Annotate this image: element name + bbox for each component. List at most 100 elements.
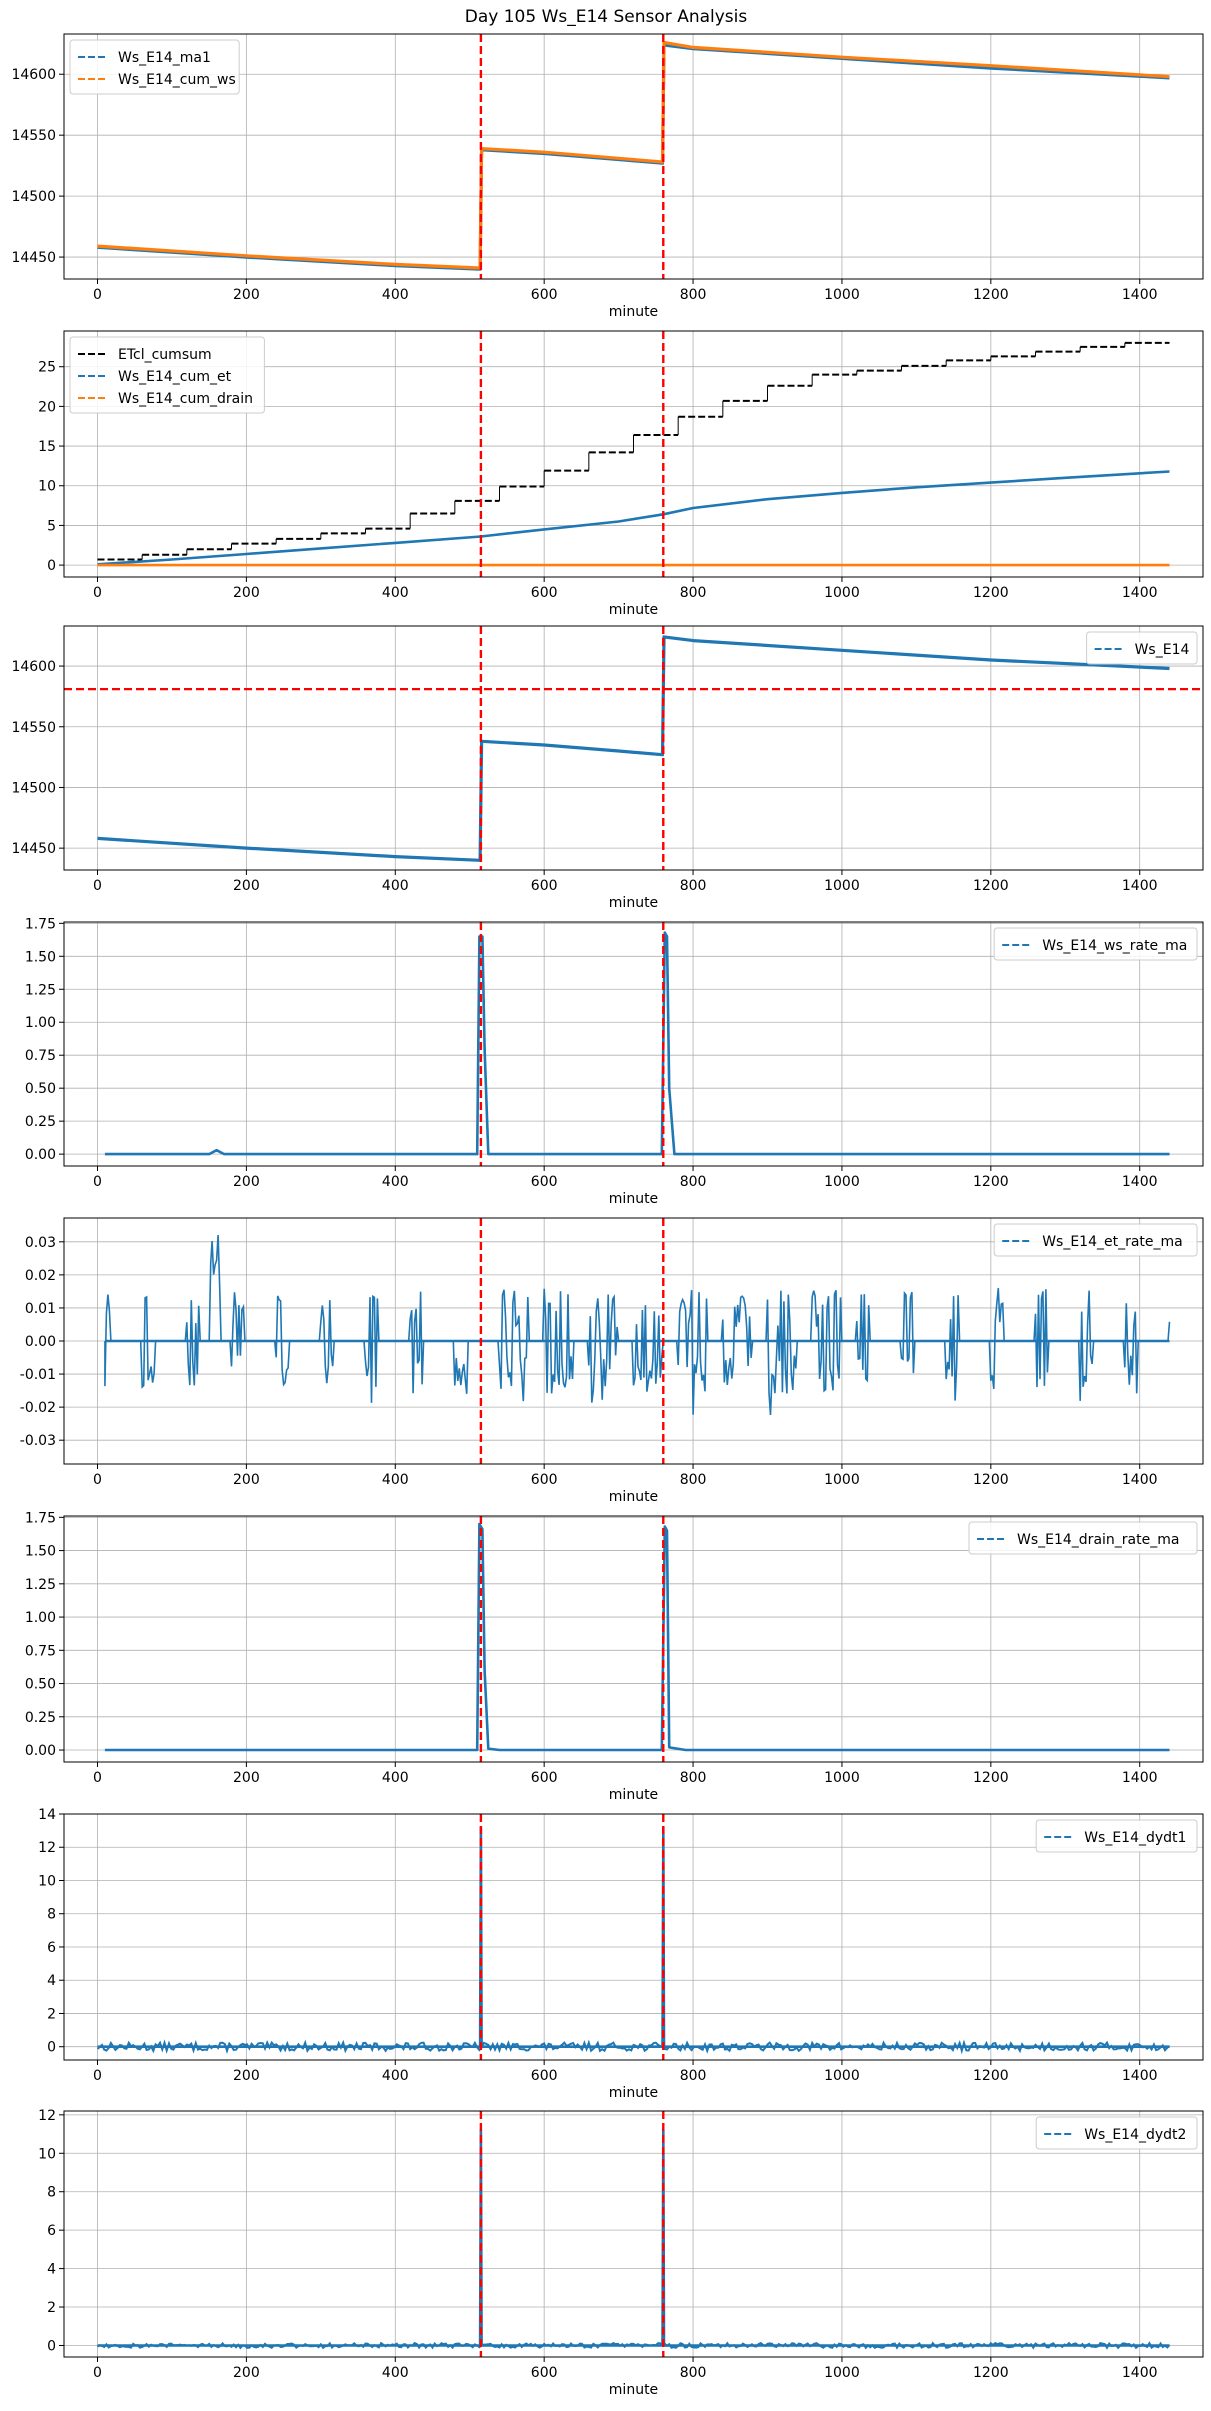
x-tick-label: 0 bbox=[93, 287, 102, 303]
y-tick-label: 0.02 bbox=[25, 1268, 56, 1284]
x-tick-label: 400 bbox=[382, 585, 409, 601]
plot-area bbox=[97, 331, 1170, 577]
x-tick-label: 1200 bbox=[973, 878, 1009, 894]
x-tick-label: 1400 bbox=[1122, 287, 1158, 303]
x-tick-label: 1200 bbox=[973, 2365, 1009, 2381]
x-tick-label: 0 bbox=[93, 878, 102, 894]
legend-box bbox=[993, 1223, 1198, 1257]
x-axis-label: minute bbox=[609, 602, 658, 618]
plot-area bbox=[104, 922, 1170, 1166]
x-tick-label: 1400 bbox=[1122, 2365, 1158, 2381]
x-tick-label: 1000 bbox=[824, 1770, 860, 1786]
legend-label: Ws_E14 bbox=[1135, 642, 1190, 658]
y-tick-label: 14550 bbox=[11, 128, 56, 144]
x-tick-label: 0 bbox=[93, 1174, 102, 1190]
axes-frame bbox=[63, 625, 1204, 871]
y-tick-label: 2 bbox=[47, 2300, 56, 2316]
y-tick-label: 8 bbox=[47, 1907, 56, 1923]
subplot-8: 0 200 400 600 800 1000 1200 1400 0 2 4 6 8 10 12 minute… bbox=[38, 2108, 1204, 2398]
x-axis-label: minute bbox=[609, 1191, 658, 1207]
x-tick-label: 1000 bbox=[824, 2068, 860, 2084]
axes-frame bbox=[63, 330, 1204, 578]
x-axis-label: minute bbox=[609, 2382, 658, 2398]
legend-box bbox=[993, 927, 1198, 961]
plot-area bbox=[104, 1218, 1171, 1464]
x-tick-label: 600 bbox=[531, 287, 558, 303]
y-tick-label: 0.50 bbox=[25, 1677, 56, 1693]
y-tick-label: 1.25 bbox=[25, 982, 56, 998]
y-tick-label: 4 bbox=[47, 1973, 56, 1989]
x-tick-label: 1400 bbox=[1122, 1472, 1158, 1488]
x-tick-label: 1400 bbox=[1122, 585, 1158, 601]
y-tick-label: -0.03 bbox=[20, 1433, 56, 1449]
y-tick-label: 8 bbox=[47, 2185, 56, 2201]
series-Ws_E14_et_rate_ma bbox=[104, 1234, 1171, 1416]
x-tick-label: 0 bbox=[93, 1770, 102, 1786]
series-trace bbox=[96, 2039, 1171, 2055]
y-tick-label: 0.75 bbox=[25, 1048, 56, 1064]
series-Ws_E14_cum_et bbox=[97, 470, 1170, 566]
x-tick-label: 1000 bbox=[824, 2365, 860, 2381]
y-tick-label: 6 bbox=[47, 1940, 56, 1956]
subplot-3: 0 200 400 600 800 1000 1200 1400 14450 14500 14550… bbox=[11, 625, 1204, 911]
y-tick-label: 0.01 bbox=[25, 1301, 56, 1317]
x-tick-label: 1400 bbox=[1122, 878, 1158, 894]
legend-box bbox=[1086, 631, 1198, 665]
x-tick-label: 0 bbox=[93, 585, 102, 601]
series-Ws_E14_ws_rate_ma bbox=[104, 931, 1170, 1156]
subplot-1: 0 200 400 600 800 1000 1200 1400 14450 14500 14550… bbox=[11, 33, 1204, 320]
x-tick-label: 600 bbox=[531, 1770, 558, 1786]
y-tick-label: 4 bbox=[47, 2262, 56, 2278]
x-tick-label: 600 bbox=[531, 878, 558, 894]
y-tick-label: 0.75 bbox=[25, 1643, 56, 1659]
x-tick-label: 800 bbox=[680, 1472, 707, 1488]
subplot-5: 0 200 400 600 800 1000 1200 1400 -0.03 -0.02 -0.01… bbox=[20, 1217, 1204, 1505]
y-tick-label: 5 bbox=[47, 518, 56, 534]
x-tick-label: 600 bbox=[531, 2068, 558, 2084]
x-tick-label: 400 bbox=[382, 878, 409, 894]
x-axis-label: minute bbox=[609, 304, 658, 320]
legend-label: Ws_E14_dydt2 bbox=[1084, 2127, 1186, 2143]
legend-label: Ws_E14_cum_ws bbox=[118, 72, 236, 88]
y-tick-label: 10 bbox=[38, 1873, 56, 1889]
y-tick-label: -0.01 bbox=[20, 1367, 56, 1383]
x-tick-label: 600 bbox=[531, 2365, 558, 2381]
x-tick-label: 1000 bbox=[824, 287, 860, 303]
series-noise bbox=[96, 2341, 1171, 2350]
y-tick-label: -0.02 bbox=[20, 1400, 56, 1416]
y-tick-label: 1.00 bbox=[25, 1610, 56, 1626]
x-tick-label: 800 bbox=[680, 287, 707, 303]
plot-area bbox=[64, 626, 1203, 870]
y-tick-label: 6 bbox=[47, 2223, 56, 2239]
x-tick-label: 800 bbox=[680, 1770, 707, 1786]
x-tick-label: 800 bbox=[680, 2068, 707, 2084]
series-Ws_E14 bbox=[97, 635, 1170, 862]
y-tick-label: 14500 bbox=[11, 189, 56, 205]
y-tick-label: 0.50 bbox=[25, 1081, 56, 1097]
x-tick-label: 1200 bbox=[973, 1472, 1009, 1488]
y-tick-label: 0 bbox=[47, 558, 56, 574]
legend-label: Ws_E14_cum_drain bbox=[118, 391, 253, 407]
x-tick-label: 1200 bbox=[973, 1770, 1009, 1786]
y-tick-label: 12 bbox=[38, 1840, 56, 1856]
series-trace bbox=[104, 1234, 1171, 1416]
legend: Ws_E14_drain_rate_ma bbox=[968, 1521, 1198, 1555]
y-tick-label: 1.75 bbox=[25, 916, 56, 932]
x-tick-label: 800 bbox=[680, 878, 707, 894]
y-tick-label: 0.25 bbox=[25, 1710, 56, 1726]
legend-box bbox=[1035, 2116, 1198, 2150]
x-tick-label: 800 bbox=[680, 1174, 707, 1190]
legend-box bbox=[69, 336, 265, 414]
legend-box bbox=[1035, 1819, 1198, 1853]
series-Ws_E14_drain_rate_ma bbox=[104, 1522, 1170, 1752]
y-tick-label: 15 bbox=[38, 439, 56, 455]
legend: Ws_E14 bbox=[1086, 631, 1198, 665]
y-tick-label: 0.25 bbox=[25, 1114, 56, 1130]
y-tick-label: 0 bbox=[47, 2040, 56, 2056]
figure-title: Day 105 Ws_E14 Sensor Analysis bbox=[465, 7, 748, 27]
y-tick-label: 1.00 bbox=[25, 1015, 56, 1031]
y-tick-label: 12 bbox=[38, 2108, 56, 2124]
legend: Ws_E14_dydt2 bbox=[1035, 2116, 1198, 2150]
